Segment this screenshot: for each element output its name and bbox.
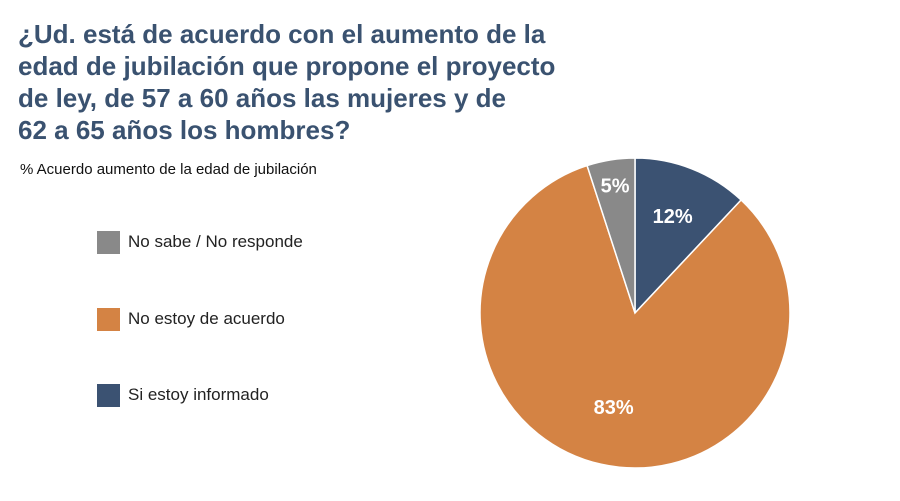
chart-title-line: 62 a 65 años los hombres? bbox=[18, 115, 351, 145]
legend-label: No sabe / No responde bbox=[128, 232, 303, 251]
legend-swatch bbox=[97, 307, 120, 331]
legend-label: Si estoy informado bbox=[128, 385, 269, 404]
chart-subtitle: % Acuerdo aumento de la edad de jubilaci… bbox=[20, 161, 317, 178]
chart-title-line: de ley, de 57 a 60 años las mujeres y de bbox=[18, 83, 507, 113]
pie-chart: 12% 83% 5% bbox=[479, 157, 791, 469]
legend-swatch bbox=[97, 383, 120, 407]
pie-slice-label-si-estoy-informado: 12% bbox=[653, 206, 693, 228]
legend-label: No estoy de acuerdo bbox=[128, 309, 285, 328]
chart-title-line: edad de jubilación que propone el proyec… bbox=[18, 51, 556, 81]
legend-item-si-estoy-informado: Si estoy informado bbox=[97, 383, 269, 407]
legend-swatch bbox=[97, 230, 120, 254]
chart-title: ¿Ud. está de acuerdo con el aumento de l… bbox=[18, 18, 618, 146]
legend-item-no-sabe: No sabe / No responde bbox=[97, 230, 303, 254]
pie-slice-no-sabe-no-responde bbox=[586, 157, 636, 314]
chart-title-line: ¿Ud. está de acuerdo con el aumento de l… bbox=[18, 19, 546, 49]
legend-item-no-estoy-de-acuerdo: No estoy de acuerdo bbox=[97, 307, 285, 331]
pie-slice-no-estoy-de-acuerdo bbox=[479, 164, 791, 469]
pie-slice-label-no-estoy-de-acuerdo: 83% bbox=[594, 397, 634, 419]
pie-slice-label-no-sabe-no-responde: 5% bbox=[601, 176, 630, 198]
pie-slice-si-estoy-informado bbox=[634, 157, 743, 315]
